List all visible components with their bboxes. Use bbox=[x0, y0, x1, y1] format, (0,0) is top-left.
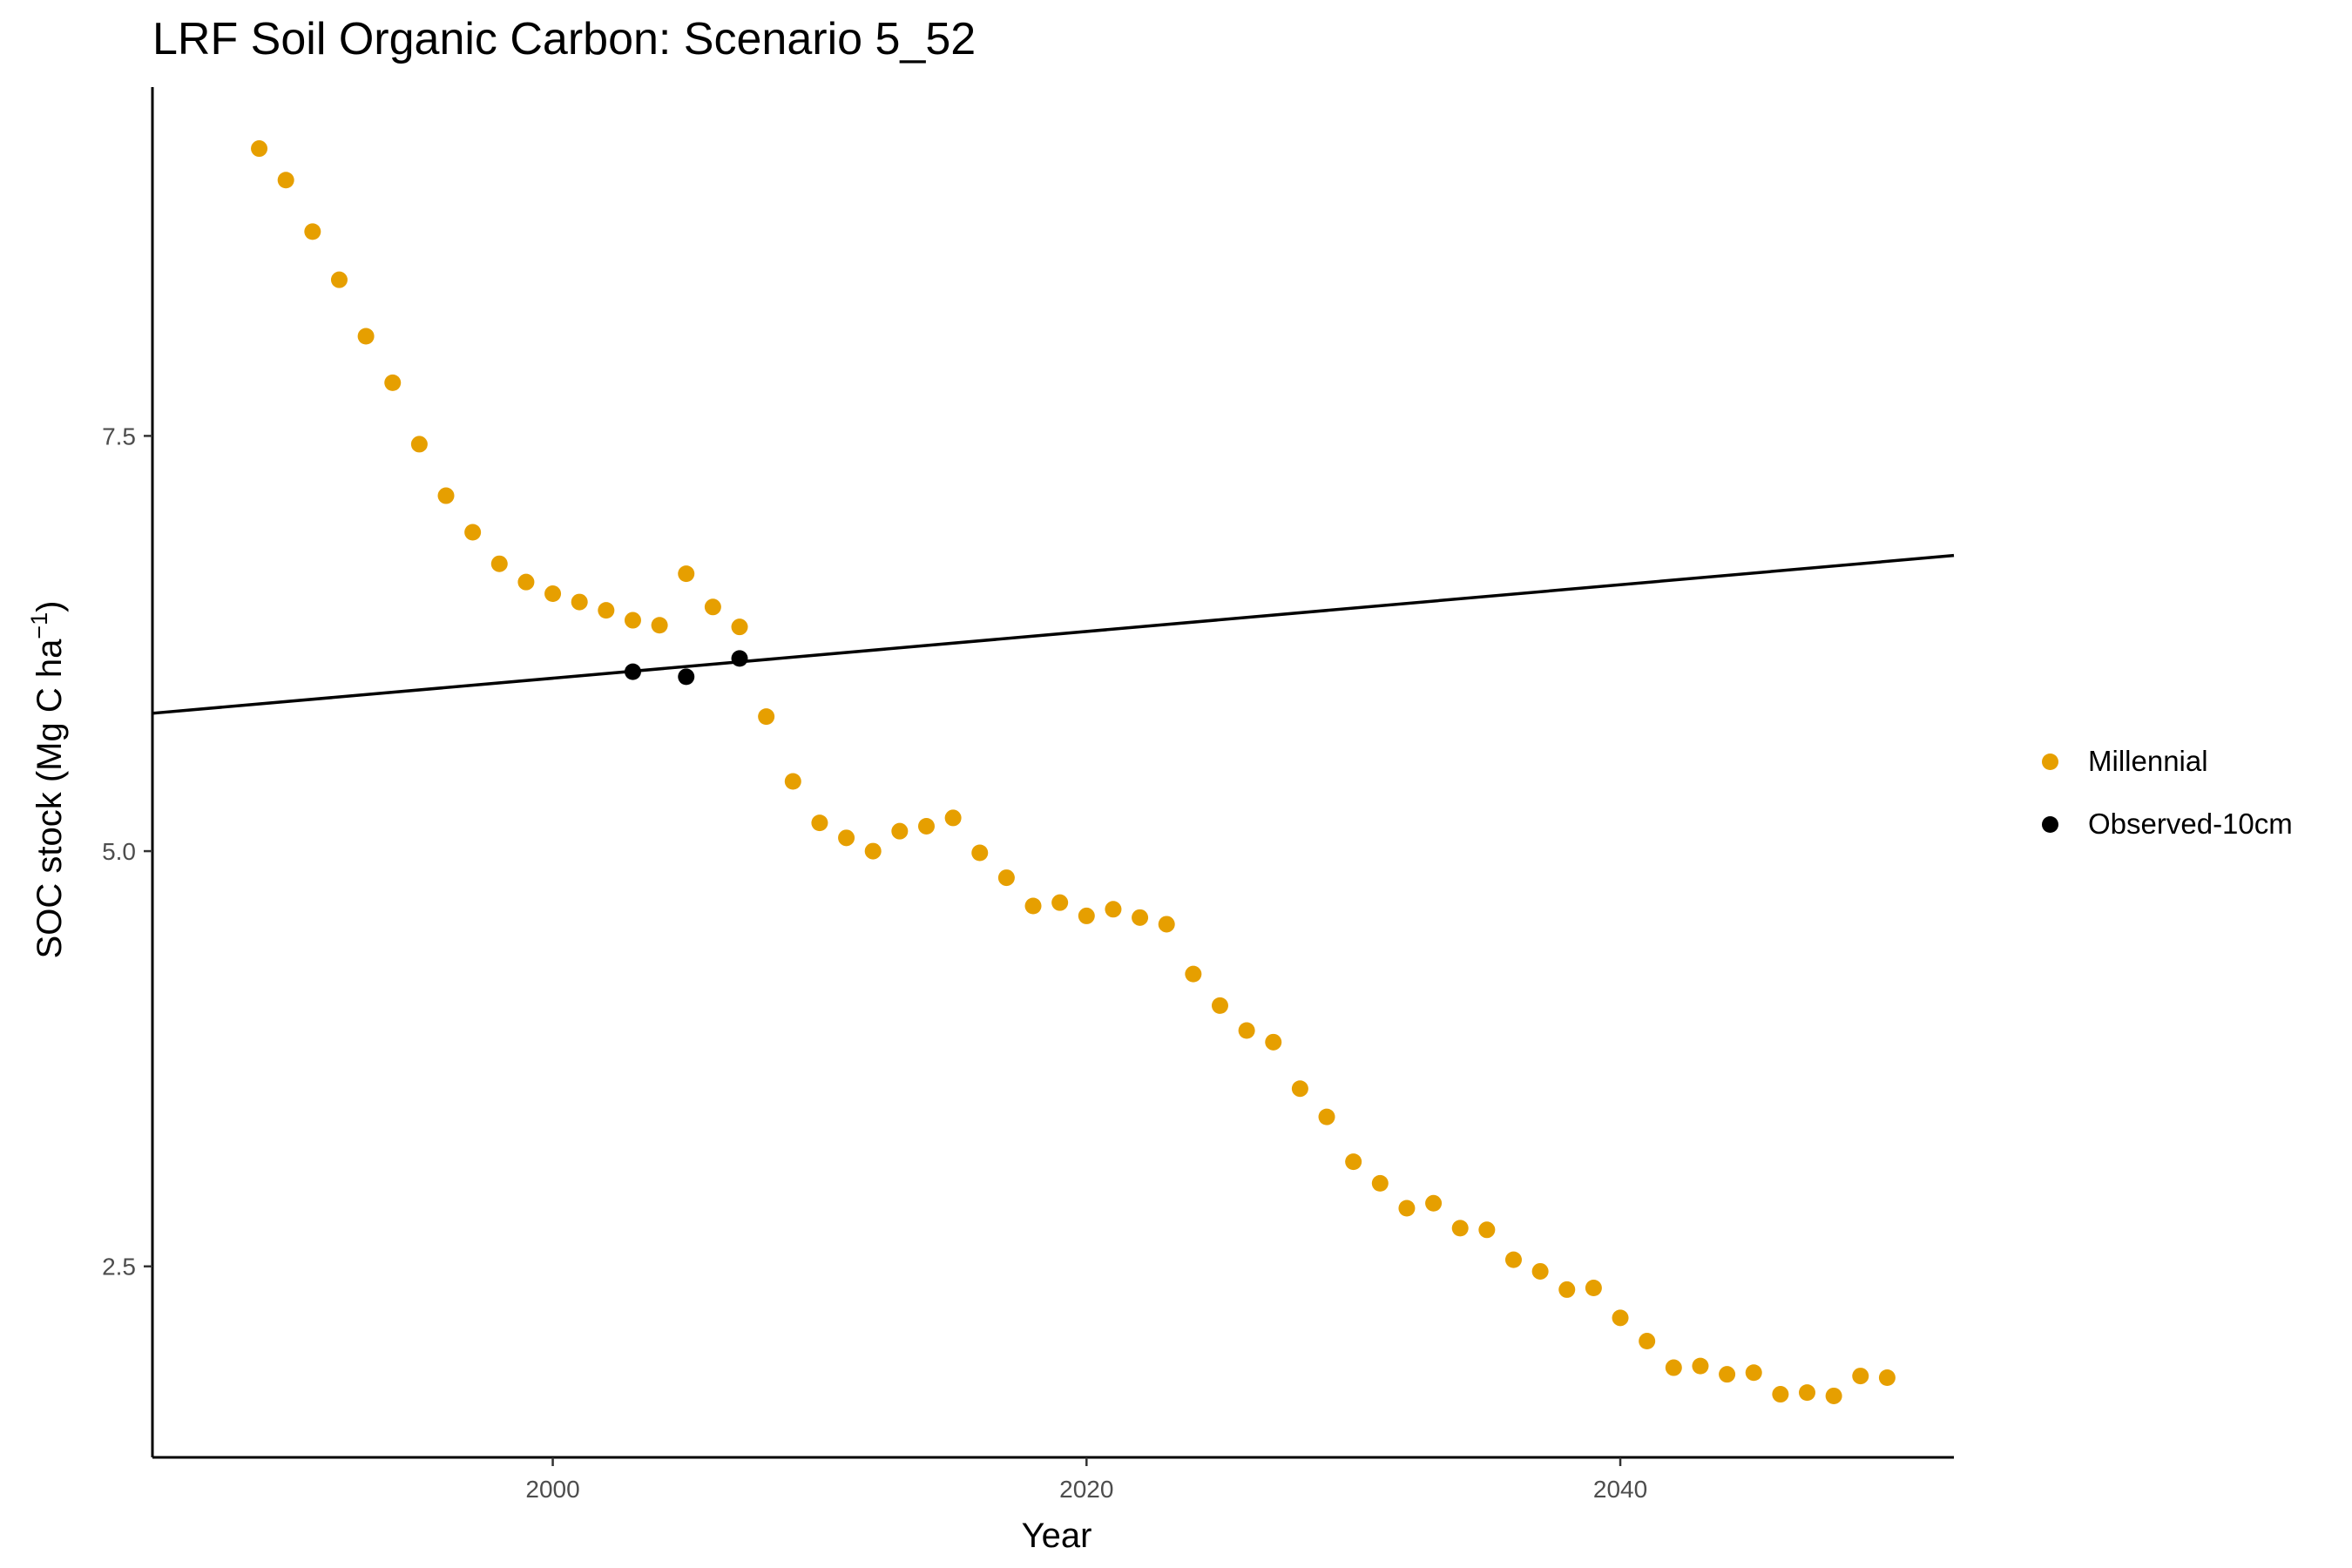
point-millennial bbox=[1078, 907, 1095, 924]
legend: Millennial Observed-10cm bbox=[2030, 730, 2293, 855]
point-millennial bbox=[678, 565, 695, 583]
point-millennial bbox=[1451, 1220, 1469, 1237]
point-millennial bbox=[838, 829, 855, 847]
legend-label-millennial: Millennial bbox=[2088, 745, 2208, 777]
point-millennial bbox=[490, 555, 508, 572]
point-millennial bbox=[1558, 1281, 1576, 1298]
point-millennial bbox=[704, 598, 721, 616]
y-tick-label: 2.5 bbox=[102, 1254, 136, 1281]
point-millennial bbox=[1531, 1262, 1549, 1280]
point-millennial bbox=[758, 708, 775, 726]
point-millennial bbox=[1798, 1384, 1815, 1402]
chart-title: LRF Soil Organic Carbon: Scenario 5_52 bbox=[152, 14, 977, 64]
point-millennial bbox=[1238, 1022, 1255, 1039]
point-millennial bbox=[1772, 1386, 1789, 1403]
point-millennial bbox=[544, 585, 562, 603]
point-millennial bbox=[891, 822, 909, 840]
point-millennial bbox=[464, 524, 482, 541]
point-millennial bbox=[598, 602, 615, 619]
point-millennial bbox=[1878, 1369, 1896, 1386]
point-millennial bbox=[1612, 1309, 1629, 1327]
point-millennial bbox=[811, 814, 828, 832]
point-observed-10cm bbox=[731, 650, 748, 667]
point-millennial bbox=[864, 842, 882, 860]
point-millennial bbox=[1425, 1194, 1443, 1212]
point-millennial bbox=[731, 618, 748, 636]
point-millennial bbox=[437, 487, 455, 504]
point-millennial bbox=[1211, 997, 1228, 1014]
point-millennial bbox=[384, 374, 402, 391]
tick-labels: 2000 2020 2040 2.5 5.0 7.5 bbox=[102, 422, 1647, 1503]
point-millennial bbox=[1265, 1033, 1282, 1051]
point-observed-10cm bbox=[624, 663, 641, 680]
point-observed-10cm bbox=[678, 668, 695, 686]
trend-line-group bbox=[152, 553, 1955, 715]
point-millennial bbox=[651, 617, 668, 634]
point-millennial bbox=[1051, 894, 1069, 911]
point-millennial bbox=[1745, 1364, 1762, 1382]
point-millennial bbox=[330, 271, 348, 288]
point-millennial bbox=[917, 817, 935, 835]
point-millennial bbox=[944, 809, 962, 827]
x-axis-title: Year bbox=[1022, 1517, 1092, 1555]
y-tick-label: 5.0 bbox=[102, 838, 136, 865]
point-millennial bbox=[357, 328, 375, 345]
point-millennial bbox=[1291, 1080, 1308, 1098]
point-millennial bbox=[784, 773, 801, 790]
point-millennial bbox=[1478, 1221, 1496, 1239]
point-millennial bbox=[304, 223, 321, 240]
point-millennial bbox=[1345, 1153, 1362, 1171]
point-millennial bbox=[1692, 1357, 1709, 1375]
trend-line bbox=[152, 553, 1955, 715]
y-axis-title-main: SOC stock (Mg C ha bbox=[30, 639, 69, 959]
point-millennial bbox=[1665, 1359, 1682, 1376]
point-millennial bbox=[571, 593, 588, 611]
y-axis-title-tail: ) bbox=[30, 601, 69, 612]
axes bbox=[144, 87, 1954, 1466]
x-tick-label: 2020 bbox=[1059, 1476, 1113, 1503]
y-tick-label: 7.5 bbox=[102, 422, 136, 449]
point-millennial bbox=[1105, 901, 1122, 918]
point-millennial bbox=[251, 140, 268, 158]
point-millennial bbox=[410, 436, 428, 453]
legend-label-observed: Observed-10cm bbox=[2088, 808, 2293, 840]
point-millennial bbox=[1185, 965, 1202, 983]
legend-dot-observed bbox=[2042, 815, 2058, 833]
point-millennial bbox=[1585, 1280, 1602, 1297]
x-tick-label: 2040 bbox=[1593, 1476, 1647, 1503]
legend-item-observed: Observed-10cm bbox=[2030, 793, 2293, 855]
point-millennial bbox=[1719, 1366, 1736, 1383]
point-millennial bbox=[1504, 1251, 1522, 1268]
point-millennial bbox=[1825, 1387, 1842, 1404]
point-millennial bbox=[971, 844, 989, 862]
point-millennial bbox=[1158, 916, 1175, 933]
point-millennial bbox=[1398, 1200, 1416, 1217]
point-millennial bbox=[1852, 1368, 1869, 1385]
y-axis-title-superscript: −1 bbox=[26, 612, 52, 639]
point-millennial bbox=[1024, 897, 1042, 915]
x-tick-label: 2000 bbox=[525, 1476, 579, 1503]
point-millennial bbox=[1639, 1333, 1656, 1350]
legend-dot-millennial bbox=[2042, 753, 2058, 770]
point-millennial bbox=[1132, 909, 1149, 926]
point-millennial bbox=[1318, 1108, 1335, 1125]
point-millennial bbox=[1371, 1174, 1389, 1192]
data-points bbox=[251, 140, 1896, 1404]
point-millennial bbox=[624, 612, 641, 629]
point-millennial bbox=[997, 869, 1015, 887]
y-axis-title: SOC stock (Mg C ha−1) bbox=[26, 601, 69, 959]
point-millennial bbox=[517, 573, 535, 591]
legend-item-millennial: Millennial bbox=[2030, 730, 2293, 793]
point-millennial bbox=[277, 172, 294, 189]
